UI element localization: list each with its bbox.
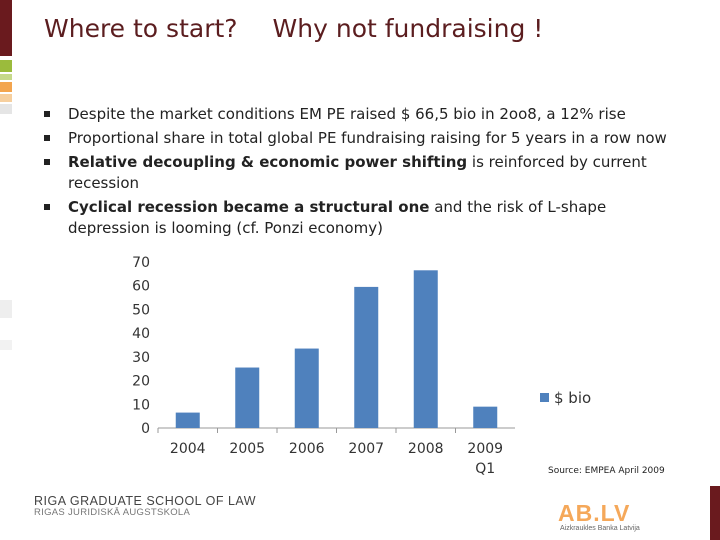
left-accent-rail	[0, 0, 12, 540]
bar	[354, 286, 379, 428]
y-tick-label: 50	[132, 302, 150, 318]
y-tick-label: 0	[141, 421, 150, 437]
slide-title: Where to start? Why not fundraising !	[44, 14, 543, 43]
x-tick-label: 2007	[348, 441, 384, 457]
legend-label: $ bio	[554, 389, 591, 407]
bullet-square-icon	[44, 204, 50, 210]
x-tick-label: 2008	[408, 441, 444, 457]
title-part-1: Where to start?	[44, 14, 238, 43]
x-tick-label: 2005	[229, 441, 265, 457]
bullet-text: and the risk of L-shape depression is lo…	[68, 198, 607, 237]
x-tick-label: Q1	[475, 461, 495, 477]
x-tick-label: 2004	[170, 441, 206, 457]
bar	[473, 406, 498, 428]
rail-segment	[0, 82, 12, 92]
bullet-bold-text: Cyclical recession became a structural o…	[68, 198, 430, 216]
bar	[235, 367, 260, 428]
bar	[413, 270, 438, 428]
bank-subtitle: Aizkraukles Banka Latvija	[560, 525, 640, 532]
bank-mark: AB.LV	[558, 500, 631, 526]
x-tick-label: 2006	[289, 441, 325, 457]
y-tick-label: 20	[132, 374, 150, 390]
bullet-square-icon	[44, 159, 50, 165]
y-tick-label: 70	[132, 255, 150, 271]
bullet-text: Despite the market conditions EM PE rais…	[68, 105, 626, 123]
bullet-item: Cyclical recession became a structural o…	[44, 197, 684, 239]
source-note: Source: EMPEA April 2009	[548, 466, 665, 476]
y-tick-label: 40	[132, 326, 150, 342]
rail-segment	[0, 300, 12, 318]
bullet-text: Proportional share in total global PE fu…	[68, 129, 667, 147]
bullet-square-icon	[44, 135, 50, 141]
bullet-bold-text: Relative decoupling & economic power shi…	[68, 153, 468, 171]
rail-segment	[0, 94, 12, 102]
rail-segment	[0, 104, 12, 114]
fundraising-bar-chart: 0 10 20 30 40 50 60 70 2004 2005 2006 2007 2008 2009 Q…	[132, 255, 591, 477]
y-tick-label: 60	[132, 279, 150, 295]
bullet-list: Despite the market conditions EM PE rais…	[44, 104, 684, 242]
rail-segment	[0, 0, 12, 56]
rail-segment	[0, 60, 12, 72]
bar	[175, 412, 200, 428]
x-tick-label: 2009	[467, 441, 503, 457]
legend-swatch	[540, 393, 549, 402]
rail-segment	[0, 340, 12, 350]
bullet-square-icon	[44, 111, 50, 117]
corner-accent	[710, 486, 720, 540]
bullet-text: is reinforced by current recession	[68, 153, 647, 192]
bullet-item: Despite the market conditions EM PE rais…	[44, 104, 684, 125]
school-name-latvian: RIGAS JURIDISKĀ AUGSTSKOLA	[34, 507, 191, 518]
bar	[294, 348, 319, 428]
bullet-item: Proportional share in total global PE fu…	[44, 128, 684, 149]
rail-segment	[0, 74, 12, 80]
y-tick-label: 30	[132, 350, 150, 366]
school-logo: RIGA GRADUATE SCHOOL OF LAW RIGAS JURIDI…	[34, 494, 257, 518]
bank-logo: AB.LV Aizkraukles Banka Latvija	[558, 500, 640, 532]
y-tick-label: 10	[132, 397, 150, 413]
title-part-2: Why not fundraising !	[272, 14, 544, 43]
bullet-item: Relative decoupling & economic power shi…	[44, 152, 684, 194]
school-name: RIGA GRADUATE SCHOOL OF LAW	[34, 494, 257, 508]
